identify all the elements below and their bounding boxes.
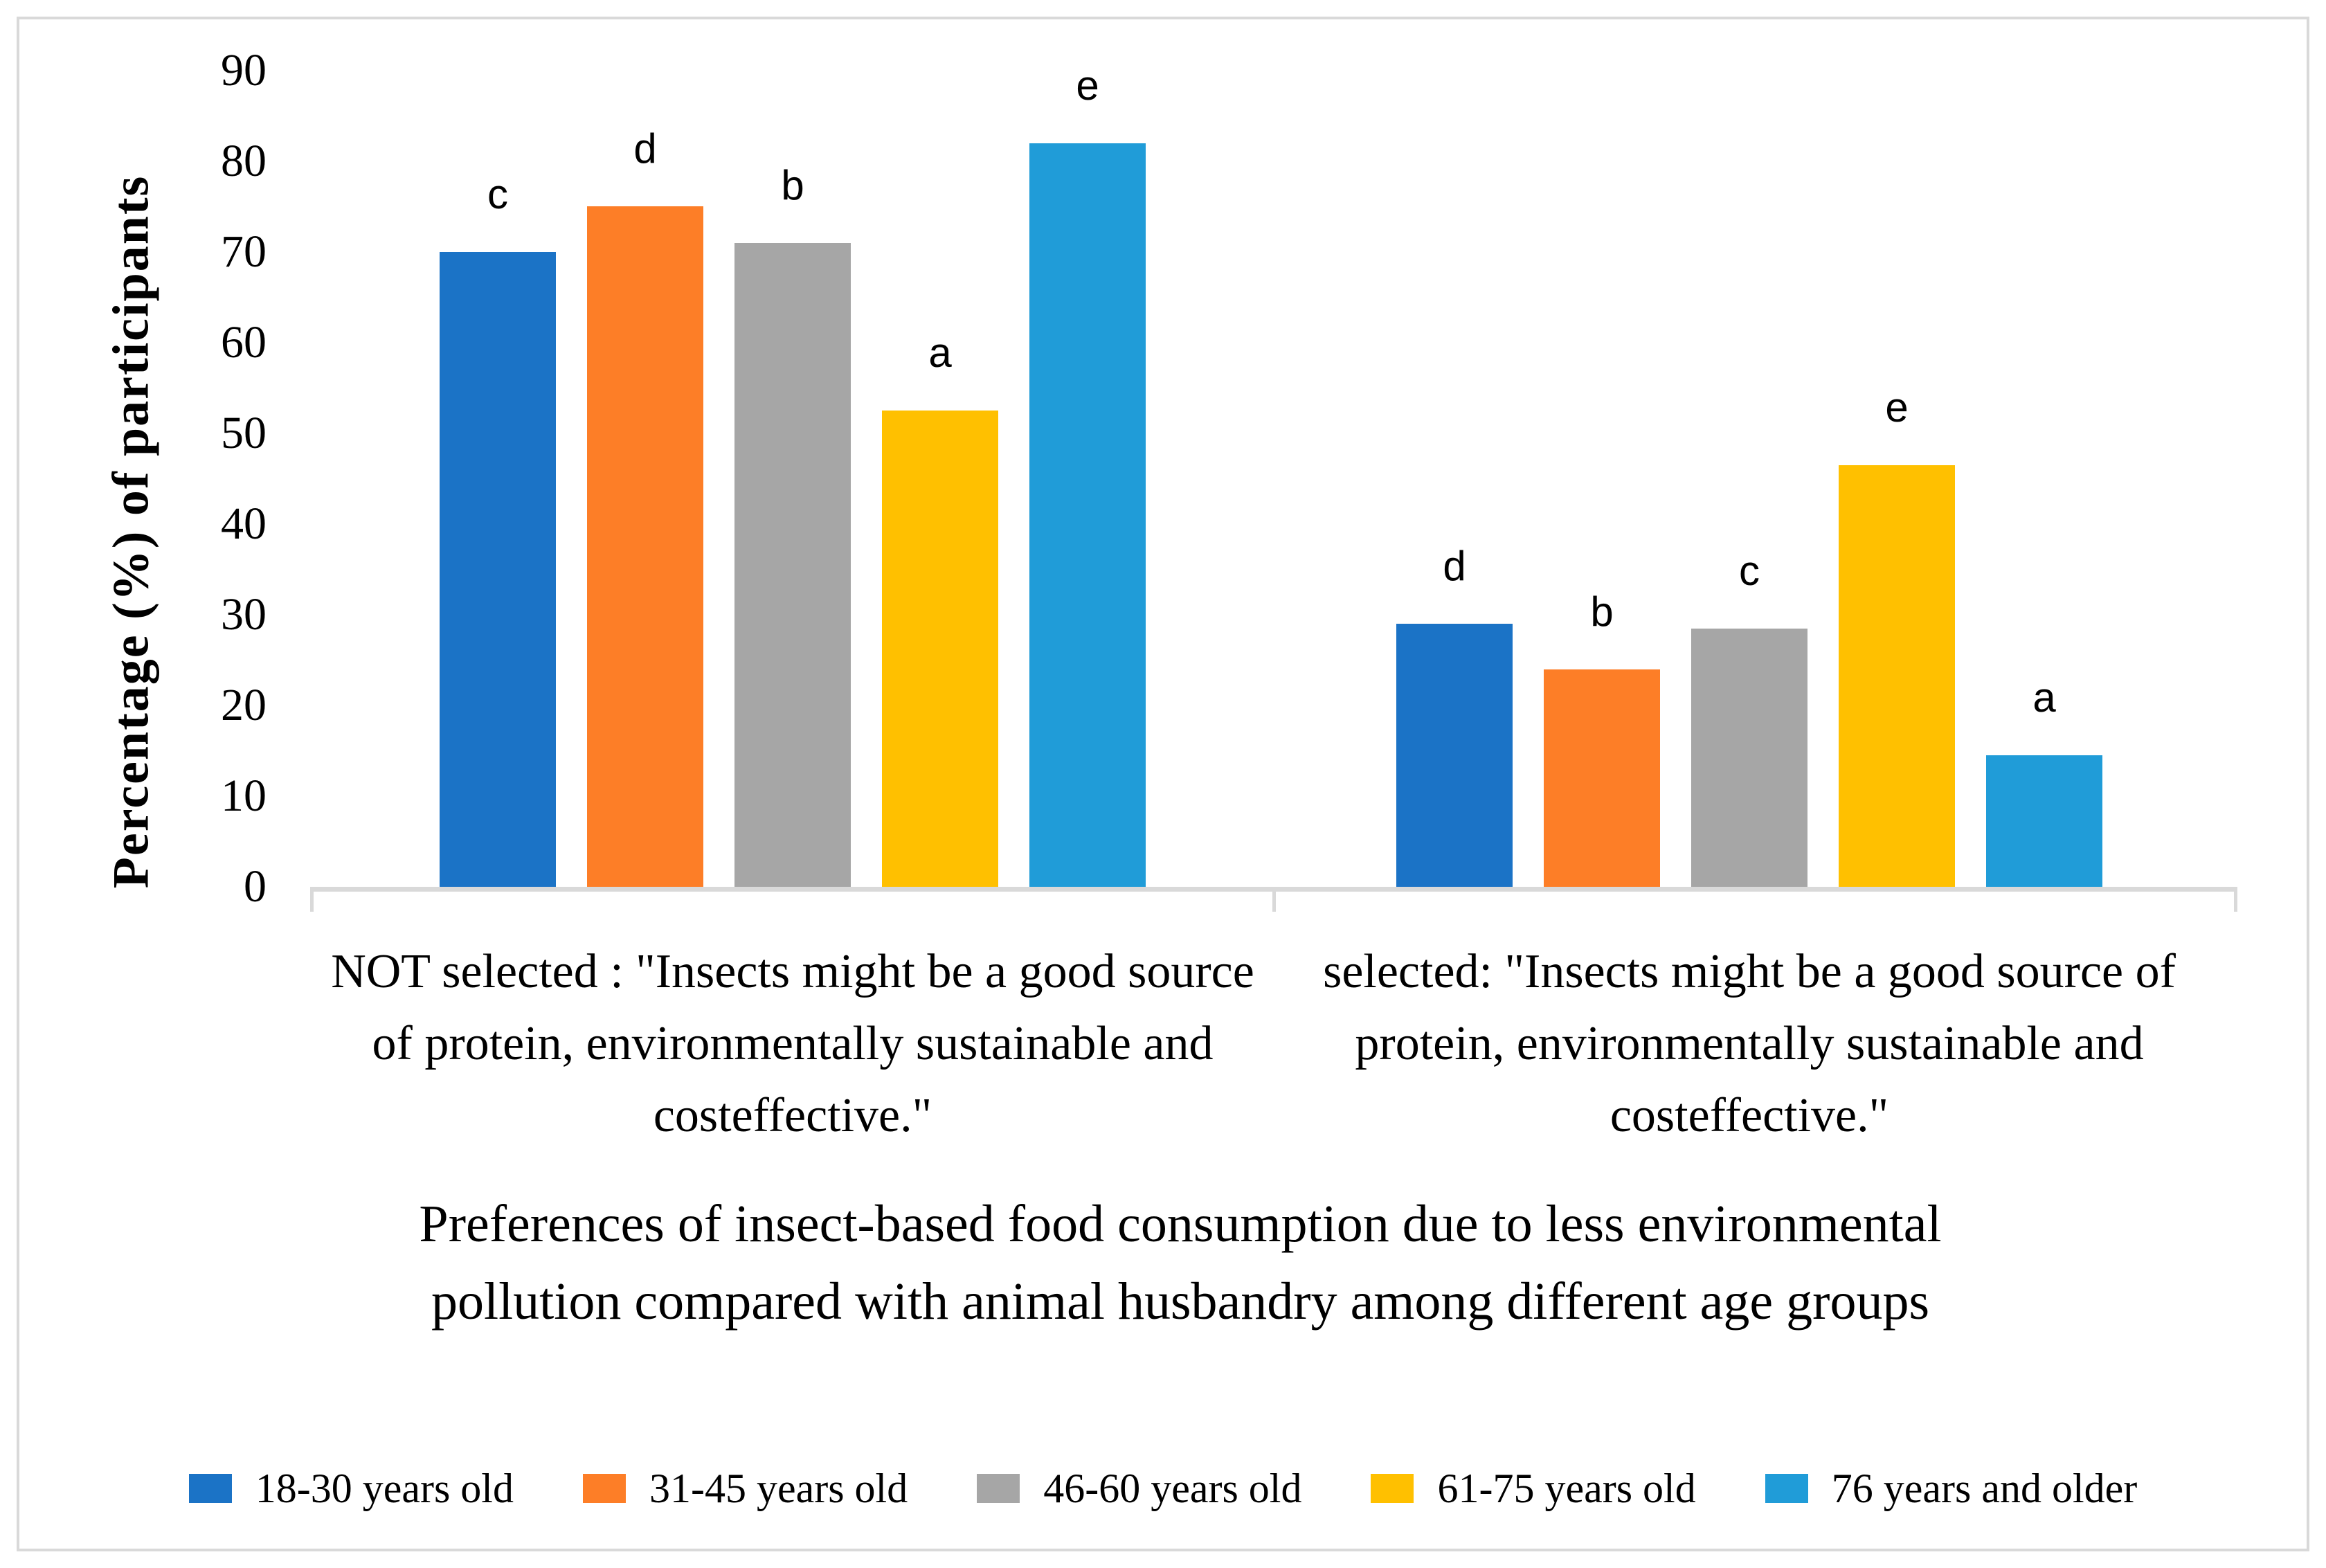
y-tick-label: 40 [221, 498, 267, 549]
x-axis-title: Preferences of insect-based food consump… [419, 1195, 1942, 1331]
legend: 18-30 years old 31-45 years old 46-60 year… [0, 1461, 2326, 1516]
y-tick-label: 90 [221, 45, 267, 96]
bar [1986, 755, 2102, 887]
legend-label: 46-60 years old [1043, 1466, 1302, 1511]
legend-color-swatch [582, 1474, 626, 1503]
legend-label: 76 years and older [1831, 1466, 2138, 1511]
bar-value-letter: e [1076, 62, 1099, 109]
bar-value-letter: e [1885, 384, 1909, 431]
y-tick-label: 80 [221, 136, 267, 186]
bar [882, 411, 998, 887]
bar-value-letter: c [487, 171, 508, 217]
legend-item: 18-30 years old [188, 1461, 514, 1516]
legend-label: 31-45 years old [649, 1466, 908, 1511]
y-tick-label: 10 [221, 771, 267, 821]
y-tick-label: 70 [221, 226, 267, 277]
bar-value-letter: a [928, 330, 952, 376]
legend-item: 46-60 years old [977, 1461, 1301, 1516]
bar [1691, 629, 1807, 887]
y-tick-label: 50 [221, 408, 267, 458]
figure-border [17, 17, 2309, 1551]
y-tick-label: 0 [244, 861, 267, 912]
x-axis-tick [310, 887, 314, 912]
legend-color-swatch [188, 1474, 232, 1503]
bar [1839, 465, 1955, 887]
legend-label: 18-30 years old [255, 1466, 514, 1511]
category-label-selected: selected: "Insects might be a good sourc… [1323, 945, 2176, 1142]
y-tick-label: 60 [221, 317, 267, 368]
bar-value-letter: b [1590, 588, 1614, 635]
legend-color-swatch [977, 1474, 1020, 1503]
legend-color-swatch [1371, 1474, 1414, 1503]
bar-value-letter: c [1739, 548, 1760, 594]
bar-value-letter: d [633, 125, 657, 172]
bar-value-letter: b [781, 162, 804, 208]
bar-value-letter: a [2032, 674, 2056, 721]
legend-item: 76 years and older [1765, 1461, 2138, 1516]
legend-label: 61-75 years old [1437, 1466, 1696, 1511]
bar-value-letter: d [1443, 543, 1466, 589]
bar [587, 206, 703, 887]
legend-item: 61-75 years old [1371, 1461, 1696, 1516]
bar [1029, 143, 1146, 887]
bar [734, 243, 851, 887]
bar [1544, 669, 1660, 887]
legend-color-swatch [1765, 1474, 1808, 1503]
y-tick-label: 20 [221, 680, 267, 730]
y-tick-label: 30 [221, 589, 267, 640]
bar [440, 252, 556, 887]
legend-item: 31-45 years old [582, 1461, 908, 1516]
category-label-not-selected: NOT selected : "Insects might be a good … [331, 945, 1254, 1142]
x-axis-tick [1272, 887, 1276, 912]
bar [1396, 624, 1513, 887]
x-axis-tick [2234, 887, 2237, 912]
